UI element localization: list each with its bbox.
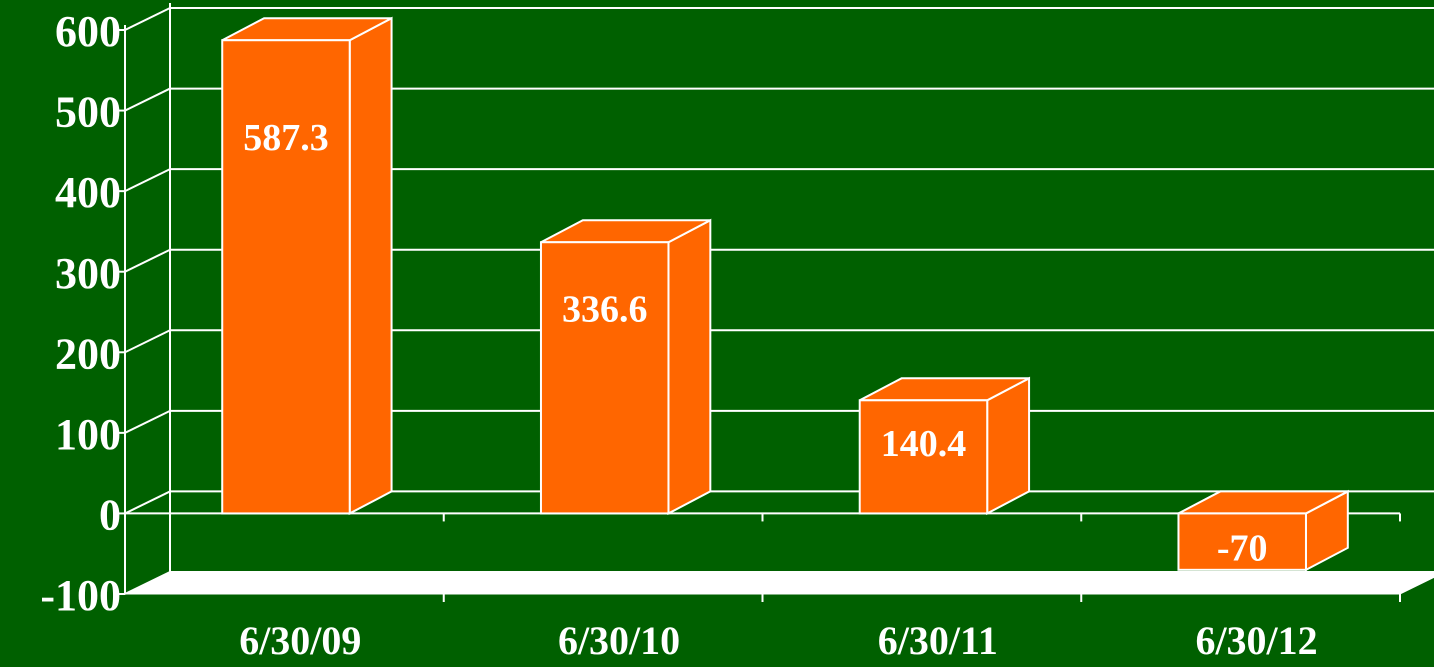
bar-side: [986, 376, 1031, 516]
y-tick-label: 100: [55, 410, 121, 459]
value-label: 587.3: [243, 117, 329, 159]
bar-front: [221, 39, 351, 515]
y-tick-label: 600: [55, 7, 121, 56]
bar-front: [1177, 512, 1307, 571]
value-label: 336.6: [562, 289, 648, 331]
y-tick-label: 0: [99, 491, 121, 540]
value-label: 140.4: [881, 423, 967, 465]
x-tick-label: 6/30/09: [239, 618, 361, 663]
y-tick-label: 300: [55, 249, 121, 298]
bar: [539, 218, 712, 516]
x-tick-label: 6/30/11: [878, 618, 998, 663]
value-label: -70: [1217, 528, 1268, 570]
bar-side: [348, 16, 393, 516]
grid-line: [124, 409, 171, 434]
bar-side: [667, 218, 712, 516]
grid-line: [124, 168, 171, 193]
y-tick-label: 500: [55, 88, 121, 137]
y-tick-label: 200: [55, 329, 121, 378]
bar: [221, 16, 393, 516]
bar: [858, 376, 1031, 516]
bar-front: [858, 399, 989, 515]
bar-front: [539, 241, 670, 515]
grid-line: [124, 571, 171, 595]
x-tick-label: 6/30/10: [558, 618, 680, 663]
grid-line: [124, 248, 171, 273]
grid-line: [124, 7, 171, 31]
y-tick-label: 400: [55, 168, 121, 217]
grid-line: [124, 329, 171, 354]
y-tick-label: -100: [40, 571, 121, 620]
floor: [124, 571, 1434, 595]
x-tick-label: 6/30/12: [1195, 618, 1317, 663]
grid-line: [124, 490, 171, 515]
bar: [1177, 489, 1349, 572]
grid-line: [124, 87, 171, 112]
